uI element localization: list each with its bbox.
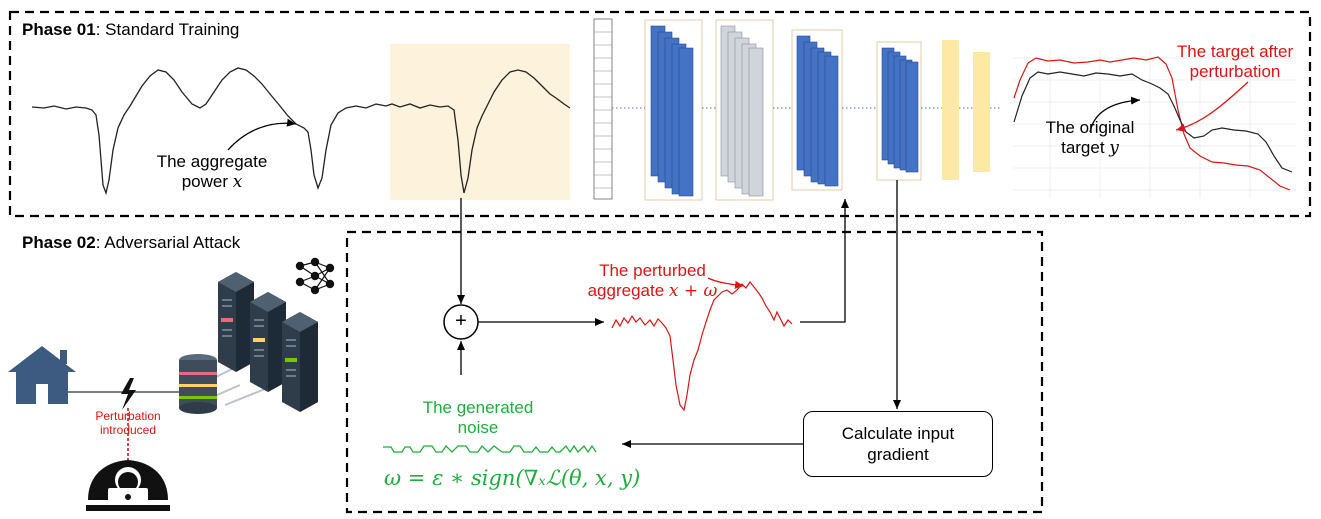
perturbed-aggregate-waveform bbox=[611, 280, 793, 412]
phase2-title: Phase 02: Adversarial Attack bbox=[22, 233, 241, 252]
aggregate-label-arrow bbox=[227, 118, 297, 151]
conv-block-3 bbox=[791, 29, 843, 191]
noise-formula: ω = ε ∗ sign(∇ₓℒ(θ, x, y) bbox=[384, 466, 641, 490]
calculate-input-gradient-box: Calculate input gradient bbox=[803, 411, 993, 477]
output-plot-grid bbox=[1012, 50, 1296, 198]
input-layer bbox=[593, 18, 613, 200]
target-after-arrow bbox=[1175, 81, 1249, 132]
original-target-arrow bbox=[1089, 96, 1141, 133]
conv-block-2 bbox=[715, 19, 774, 201]
generated-noise-waveform bbox=[383, 444, 597, 454]
conv-block-1 bbox=[644, 19, 703, 201]
lightning-icon bbox=[121, 378, 136, 410]
hacker-icon bbox=[86, 460, 170, 511]
target-after-perturbation-label: The target after perturbation bbox=[1176, 42, 1294, 81]
dense-layer-2 bbox=[973, 52, 990, 172]
original-target-curve bbox=[1013, 71, 1293, 173]
neural-network-icon bbox=[295, 257, 335, 295]
perturbed-target-curve bbox=[1013, 56, 1291, 191]
aggregate-power-label: The aggregate power x bbox=[156, 152, 268, 192]
server-icon bbox=[179, 272, 318, 414]
conv-block-4 bbox=[876, 41, 922, 181]
phase1-title: Phase 01: Standard Training bbox=[22, 20, 240, 39]
flow-perturbed-to-network bbox=[800, 199, 849, 323]
original-target-label: The original target y bbox=[1045, 118, 1135, 158]
dense-layer-1 bbox=[942, 40, 959, 180]
phase2-box bbox=[345, 230, 1044, 514]
generated-noise-label: The generated noise bbox=[422, 398, 534, 437]
perturbation-introduced-label: Perturbation introduced bbox=[95, 409, 161, 437]
phase1-box bbox=[8, 10, 1312, 218]
house-icon bbox=[8, 346, 76, 404]
sum-symbol: + bbox=[455, 310, 467, 332]
perturbed-aggregate-label: The perturbed aggregate x + ω bbox=[587, 261, 718, 301]
aggregate-power-waveform bbox=[31, 67, 571, 196]
